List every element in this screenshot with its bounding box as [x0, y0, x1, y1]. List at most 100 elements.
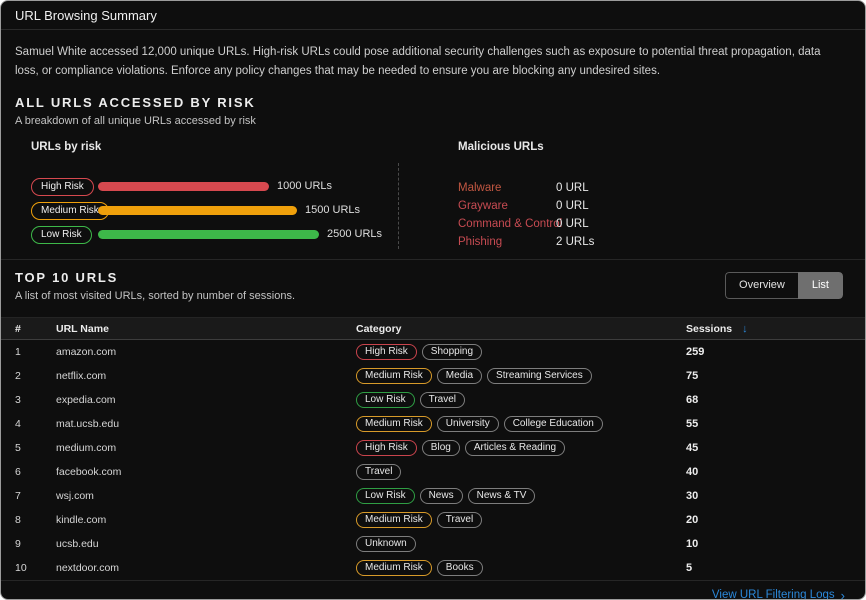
url-name: wsj.com — [56, 490, 94, 502]
url-name: ucsb.edu — [56, 538, 99, 550]
row-index: 9 — [15, 538, 21, 550]
risk-charts-area: URLs by risk High Risk 1000 URLs Medium … — [1, 141, 865, 259]
view-url-filtering-logs-link[interactable]: View URL Filtering Logs › — [712, 589, 845, 600]
risk-pill: Low Risk — [31, 226, 92, 244]
malicious-row: Command & Control 0 URL — [458, 215, 594, 233]
category-tag: Articles & Reading — [464, 439, 566, 457]
url-name: netflix.com — [56, 370, 107, 382]
row-index: 8 — [15, 514, 21, 526]
category-tags: Medium Risk University College Education — [356, 415, 686, 433]
url-name: nextdoor.com — [56, 562, 120, 574]
column-header-index[interactable]: # — [15, 322, 21, 335]
footer-link-label: View URL Filtering Logs — [711, 589, 835, 600]
category-tags: Travel — [356, 463, 686, 481]
category-tag: Unknown — [356, 535, 416, 553]
url-name: expedia.com — [56, 394, 116, 406]
sort-descending-icon[interactable]: ↓ — [742, 322, 748, 335]
row-index: 2 — [15, 370, 21, 382]
category-tag: News — [419, 487, 463, 505]
risk-pill: High Risk — [31, 178, 94, 196]
top-urls-subtitle: A list of most visited URLs, sorted by n… — [15, 290, 296, 302]
top-urls-table: # URL Name Category Sessions ↓ 1 amazon.… — [1, 317, 865, 580]
category-tag: Medium Risk — [356, 415, 432, 433]
category-tags: Low Risk News News & TV — [356, 487, 686, 505]
category-tag: College Education — [503, 415, 603, 433]
table-row[interactable]: 5 medium.com High Risk Blog Articles & Rea… — [1, 436, 865, 460]
table-row[interactable]: 10 nextdoor.com Medium Risk Books 5 — [1, 556, 865, 580]
table-row[interactable]: 7 wsj.com Low Risk News News & TV 30 — [1, 484, 865, 508]
category-tags: Medium Risk Travel — [356, 511, 686, 529]
category-tag: Shopping — [421, 343, 483, 361]
url-name: kindle.com — [56, 514, 107, 526]
top-urls-section: TOP 10 URLS A list of most visited URLs,… — [1, 259, 865, 580]
malicious-category-count: 0 URL — [556, 218, 589, 230]
risk-bar — [98, 229, 319, 239]
category-tag: Travel — [436, 511, 483, 529]
risk-bar — [98, 205, 297, 215]
risk-bars: High Risk 1000 URLs Medium Risk 1500 URL… — [31, 178, 398, 244]
category-tags: Medium Risk Books — [356, 559, 686, 577]
malicious-row: Grayware 0 URL — [458, 197, 594, 215]
malicious-category-label: Command & Control — [458, 218, 563, 230]
column-header-sessions[interactable]: Sessions ↓ — [686, 323, 851, 335]
risk-bar-value: 1000 URLs — [277, 180, 333, 192]
column-header-url-name[interactable]: URL Name — [56, 322, 109, 335]
table-row[interactable]: 8 kindle.com Medium Risk Travel 20 — [1, 508, 865, 532]
malicious-urls-panel: Malicious URLs Malware 0 URL Grayware 0 … — [399, 141, 594, 259]
urls-by-risk-chart: URLs by risk High Risk 1000 URLs Medium … — [1, 141, 398, 259]
malicious-urls-list: Malware 0 URL Grayware 0 URL Command & C… — [458, 179, 594, 251]
row-index: 1 — [15, 346, 21, 358]
category-tag: High Risk — [356, 439, 417, 457]
category-tag: Medium Risk — [356, 367, 432, 385]
column-header-category[interactable]: Category — [356, 322, 402, 335]
category-tag: News & TV — [467, 487, 536, 505]
table-row[interactable]: 4 mat.ucsb.edu Medium Risk University Coll… — [1, 412, 865, 436]
malicious-category-label: Phishing — [458, 236, 503, 248]
sessions-count: 45 — [686, 442, 699, 454]
table-row[interactable]: 6 facebook.com Travel 40 — [1, 460, 865, 484]
row-index: 5 — [15, 442, 21, 454]
table-row[interactable]: 9 ucsb.edu Unknown 10 — [1, 532, 865, 556]
malicious-category-label: Grayware — [458, 200, 508, 212]
risk-bar — [98, 181, 269, 191]
row-index: 3 — [15, 394, 21, 406]
malicious-urls-title: Malicious URLs — [458, 141, 544, 153]
panel-title: URL Browsing Summary — [15, 7, 157, 23]
top-urls-title: TOP 10 URLS — [15, 270, 119, 285]
category-tags: Low Risk Travel — [356, 391, 686, 409]
vertical-dashed-divider — [398, 163, 399, 249]
chevron-right-icon: › — [840, 587, 845, 600]
malicious-row: Malware 0 URL — [458, 179, 594, 197]
row-index: 10 — [15, 562, 27, 574]
malicious-category-label: Malware — [458, 182, 502, 194]
category-tags: Unknown — [356, 535, 686, 553]
sessions-count: 75 — [686, 370, 699, 382]
category-tag: Travel — [356, 463, 402, 481]
urls-by-risk-title: URLs by risk — [31, 141, 102, 153]
toggle-overview-button[interactable]: Overview — [725, 272, 798, 299]
view-toggle: Overview List — [725, 272, 843, 299]
risk-bar-row: Low Risk 2500 URLs — [31, 226, 398, 244]
risk-bar-value: 2500 URLs — [327, 228, 383, 240]
category-tag: Low Risk — [356, 487, 415, 505]
category-tag: Low Risk — [356, 391, 415, 409]
risk-bar-row: Medium Risk 1500 URLs — [31, 202, 398, 220]
risk-bar-row: High Risk 1000 URLs — [31, 178, 398, 196]
table-row[interactable]: 1 amazon.com High Risk Shopping 259 — [1, 340, 865, 364]
sessions-count: 20 — [686, 514, 699, 526]
table-row[interactable]: 2 netflix.com Medium Risk Media Streaming … — [1, 364, 865, 388]
category-tag: University — [436, 415, 499, 433]
table-row[interactable]: 3 expedia.com Low Risk Travel 68 — [1, 388, 865, 412]
category-tag: Medium Risk — [356, 559, 432, 577]
sessions-count: 40 — [686, 466, 699, 478]
toggle-list-button[interactable]: List — [797, 272, 843, 299]
risk-section-title: ALL URLS ACCESSED BY RISK — [15, 95, 256, 110]
sessions-header-label: Sessions — [686, 322, 733, 335]
category-tags: Medium Risk Media Streaming Services — [356, 367, 686, 385]
malicious-category-count: 0 URL — [556, 182, 589, 194]
sessions-count: 10 — [686, 538, 699, 550]
category-tag: Blog — [421, 439, 460, 457]
url-name: amazon.com — [56, 346, 117, 358]
category-tag: Medium Risk — [356, 511, 432, 529]
malicious-category-count: 2 URLs — [556, 236, 595, 248]
